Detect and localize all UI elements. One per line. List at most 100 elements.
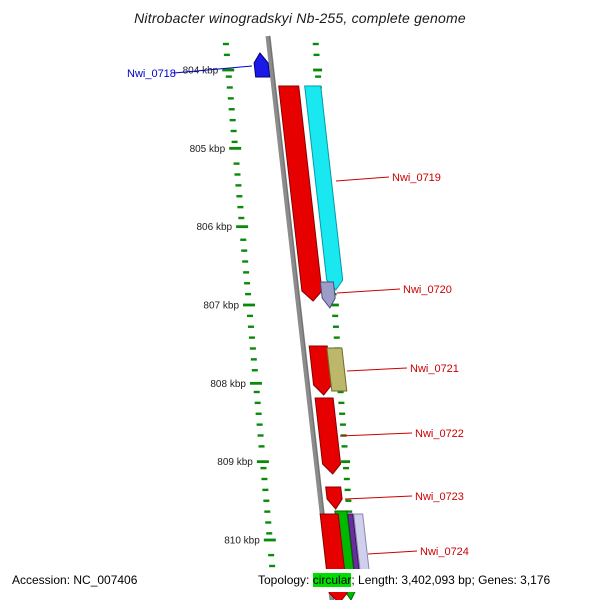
kbp-label: 808 kbp bbox=[210, 379, 246, 390]
minor-tick bbox=[245, 292, 252, 296]
minor-tick bbox=[261, 477, 268, 481]
minor-tick bbox=[230, 129, 237, 133]
minor-tick bbox=[258, 445, 265, 448]
minor-tick bbox=[236, 195, 243, 198]
minor-tick bbox=[242, 260, 249, 263]
gene-shape-Nwi_0723[interactable] bbox=[325, 486, 343, 510]
minor-tick bbox=[263, 499, 270, 502]
minor-tick bbox=[343, 477, 350, 481]
minor-tick bbox=[227, 97, 234, 100]
minor-tick bbox=[333, 336, 340, 339]
minor-tick bbox=[268, 553, 275, 557]
minor-tick bbox=[260, 466, 267, 470]
kbp-label: 807 kbp bbox=[203, 300, 239, 311]
minor-tick bbox=[312, 42, 319, 46]
minor-tick bbox=[338, 401, 345, 405]
minor-tick bbox=[241, 249, 248, 252]
minor-tick bbox=[234, 173, 241, 176]
minor-tick bbox=[264, 510, 271, 513]
gene-shape-Nwi_0722[interactable] bbox=[314, 397, 342, 475]
minor-tick bbox=[343, 466, 350, 470]
major-tick bbox=[329, 303, 339, 307]
major-tick bbox=[236, 225, 249, 229]
gene-label-Nwi_0724[interactable]: Nwi_0724 bbox=[420, 546, 469, 558]
minor-tick bbox=[222, 42, 229, 46]
minor-tick bbox=[233, 162, 240, 165]
minor-tick bbox=[265, 521, 272, 524]
gene-shape-Nwi_0718[interactable] bbox=[253, 52, 271, 78]
topology-text: Topology: circular; Length: 3,402,093 bp… bbox=[258, 573, 550, 587]
minor-tick bbox=[226, 86, 233, 89]
minor-tick bbox=[228, 108, 235, 111]
minor-tick bbox=[248, 336, 255, 339]
minor-tick bbox=[344, 488, 351, 492]
major-tick bbox=[229, 146, 242, 150]
gene-shape-Nwi_0720[interactable] bbox=[319, 281, 336, 309]
minor-tick bbox=[243, 271, 250, 274]
minor-tick bbox=[255, 412, 262, 415]
kbp-label: 810 kbp bbox=[224, 535, 260, 546]
minor-tick bbox=[346, 510, 353, 513]
minor-tick bbox=[257, 434, 264, 437]
minor-tick bbox=[244, 282, 251, 285]
gene-label-Nwi_0719[interactable]: Nwi_0719 bbox=[392, 172, 441, 184]
minor-tick bbox=[313, 53, 320, 57]
minor-tick bbox=[339, 423, 346, 426]
major-tick bbox=[313, 68, 323, 72]
minor-tick bbox=[345, 499, 352, 502]
topology-suffix: ; Length: 3,402,093 bp; Genes: 3,176 bbox=[351, 573, 551, 587]
minor-tick bbox=[339, 412, 346, 415]
minor-tick bbox=[315, 75, 322, 78]
accession-text: Accession: NC_007406 bbox=[12, 573, 138, 587]
gene-connector-Nwi_0723 bbox=[344, 495, 413, 500]
topology-prefix: Topology: bbox=[258, 573, 313, 587]
minor-tick bbox=[250, 358, 257, 361]
gene-label-Nwi_0722[interactable]: Nwi_0722 bbox=[415, 428, 464, 440]
gene-label-Nwi_0721[interactable]: Nwi_0721 bbox=[410, 363, 459, 375]
gene-label-Nwi_0723[interactable]: Nwi_0723 bbox=[415, 491, 464, 503]
minor-tick bbox=[223, 53, 230, 57]
major-tick bbox=[243, 303, 256, 307]
gene-connector-Nwi_0722 bbox=[339, 432, 413, 437]
minor-tick bbox=[337, 390, 344, 394]
minor-tick bbox=[332, 325, 339, 328]
kbp-label: 805 kbp bbox=[190, 144, 226, 155]
page-title: Nitrobacter winogradskyi Nb-255, complet… bbox=[134, 10, 466, 26]
minor-tick bbox=[229, 118, 236, 122]
topology-highlight: circular bbox=[312, 573, 352, 587]
gene-connector-Nwi_0718 bbox=[173, 65, 253, 74]
major-tick bbox=[249, 381, 262, 385]
genome-axis bbox=[265, 35, 335, 600]
minor-tick bbox=[266, 532, 273, 535]
gene-shape-Nwi_0719[interactable] bbox=[278, 85, 323, 302]
minor-tick bbox=[237, 205, 244, 209]
minor-tick bbox=[256, 423, 263, 426]
gene-label-Nwi_0720[interactable]: Nwi_0720 bbox=[403, 284, 452, 296]
major-tick bbox=[222, 68, 235, 72]
minor-tick bbox=[253, 390, 260, 394]
gene-label-Nwi_0718[interactable]: Nwi_0718 bbox=[127, 68, 176, 80]
major-tick bbox=[263, 538, 276, 542]
major-tick bbox=[256, 460, 269, 464]
minor-tick bbox=[246, 314, 253, 318]
gene-connector-Nwi_0724 bbox=[367, 550, 418, 555]
kbp-label: 806 kbp bbox=[197, 222, 233, 233]
minor-tick bbox=[251, 369, 258, 372]
gene-shape-Nwi_0721[interactable] bbox=[326, 347, 348, 392]
genome-axis-edge bbox=[269, 35, 334, 600]
minor-tick bbox=[231, 140, 238, 144]
minor-tick bbox=[269, 564, 276, 568]
minor-tick bbox=[262, 488, 269, 492]
kbp-label: 809 kbp bbox=[217, 457, 253, 468]
gene-connector-Nwi_0719 bbox=[335, 176, 390, 182]
gene-shape-Nwi_0721[interactable] bbox=[308, 345, 333, 396]
minor-tick bbox=[332, 314, 339, 318]
minor-tick bbox=[254, 401, 261, 405]
gene-shape-Nwi_0719[interactable] bbox=[304, 85, 344, 291]
gene-connector-Nwi_0721 bbox=[346, 367, 408, 372]
minor-tick bbox=[249, 347, 256, 350]
minor-tick bbox=[247, 325, 254, 328]
major-tick bbox=[341, 460, 351, 464]
